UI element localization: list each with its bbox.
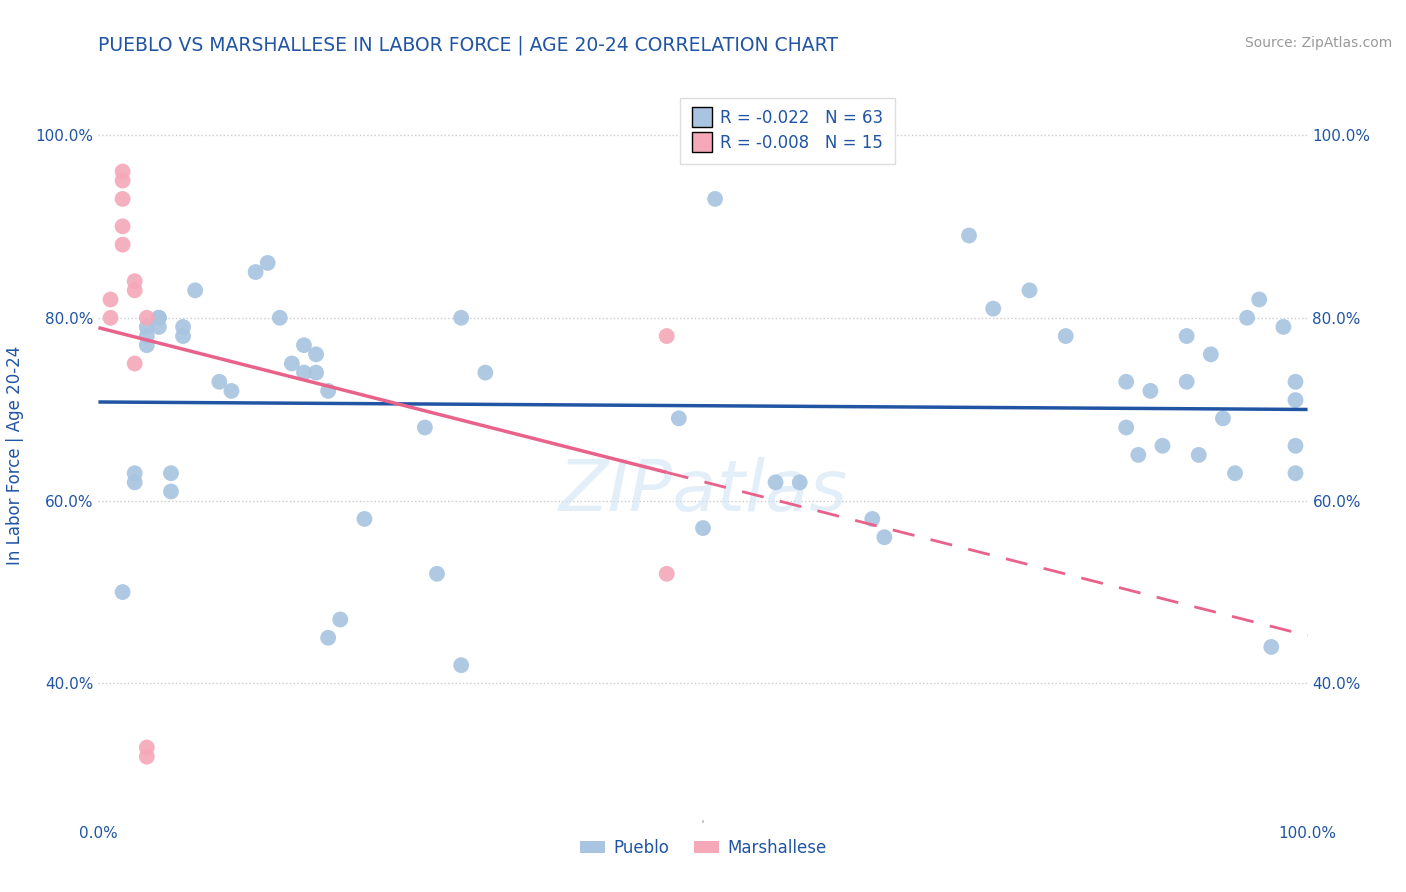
Point — [172, 329, 194, 343]
Point — [765, 475, 787, 490]
Point — [1236, 310, 1258, 325]
Point — [1018, 284, 1040, 298]
Point — [957, 228, 980, 243]
Text: PUEBLO VS MARSHALLESE IN LABOR FORCE | AGE 20-24 CORRELATION CHART: PUEBLO VS MARSHALLESE IN LABOR FORCE | A… — [98, 36, 838, 55]
Text: Source: ZipAtlas.com: Source: ZipAtlas.com — [1244, 36, 1392, 50]
Point — [1115, 420, 1137, 434]
Point — [111, 174, 134, 188]
Point — [281, 356, 304, 371]
Point — [1223, 466, 1246, 480]
Point — [256, 256, 278, 270]
Point — [292, 338, 315, 352]
Point — [981, 301, 1004, 316]
Point — [111, 219, 134, 234]
Point — [474, 366, 496, 380]
Point — [704, 192, 727, 206]
Point — [353, 512, 375, 526]
Point — [100, 310, 122, 325]
Point — [184, 284, 207, 298]
Legend: Pueblo, Marshallese: Pueblo, Marshallese — [572, 832, 834, 863]
Text: ZIPatlas: ZIPatlas — [558, 457, 848, 526]
Point — [1284, 466, 1306, 480]
Point — [1199, 347, 1222, 361]
Point — [1212, 411, 1234, 425]
Point — [148, 310, 170, 325]
Point — [305, 366, 328, 380]
Point — [873, 530, 896, 544]
Point — [135, 740, 157, 755]
Point — [269, 310, 291, 325]
Point — [124, 284, 146, 298]
Point — [111, 192, 134, 206]
Point — [655, 566, 678, 581]
Point — [655, 329, 678, 343]
Point — [111, 237, 134, 252]
Point — [1260, 640, 1282, 654]
Point — [135, 310, 157, 325]
Point — [316, 631, 339, 645]
Point — [135, 319, 157, 334]
Point — [692, 521, 714, 535]
Point — [148, 310, 170, 325]
Point — [160, 466, 183, 480]
Point — [124, 274, 146, 288]
Point — [1284, 439, 1306, 453]
Point — [172, 319, 194, 334]
Point — [1139, 384, 1161, 398]
Point — [1175, 329, 1198, 343]
Point — [124, 356, 146, 371]
Point — [245, 265, 267, 279]
Point — [148, 319, 170, 334]
Point — [1272, 319, 1295, 334]
Point — [1249, 293, 1271, 307]
Point — [1128, 448, 1150, 462]
Y-axis label: In Labor Force | Age 20-24: In Labor Force | Age 20-24 — [7, 345, 24, 565]
Point — [208, 375, 231, 389]
Point — [135, 329, 157, 343]
Point — [292, 366, 315, 380]
Point — [1054, 329, 1077, 343]
Point — [305, 347, 328, 361]
Point — [668, 411, 690, 425]
Point — [789, 475, 811, 490]
Point — [111, 164, 134, 178]
Point — [1152, 439, 1174, 453]
Point — [450, 310, 472, 325]
Point — [1188, 448, 1211, 462]
Point — [426, 566, 449, 581]
Point — [860, 512, 883, 526]
Point — [1284, 393, 1306, 408]
Point — [413, 420, 436, 434]
Point — [450, 658, 472, 673]
Point — [329, 613, 352, 627]
Point — [124, 475, 146, 490]
Point — [100, 293, 122, 307]
Point — [316, 384, 339, 398]
Point — [1175, 375, 1198, 389]
Point — [160, 484, 183, 499]
Point — [124, 466, 146, 480]
Point — [221, 384, 243, 398]
Point — [135, 338, 157, 352]
Point — [111, 585, 134, 599]
Point — [1284, 375, 1306, 389]
Point — [135, 749, 157, 764]
Point — [1115, 375, 1137, 389]
